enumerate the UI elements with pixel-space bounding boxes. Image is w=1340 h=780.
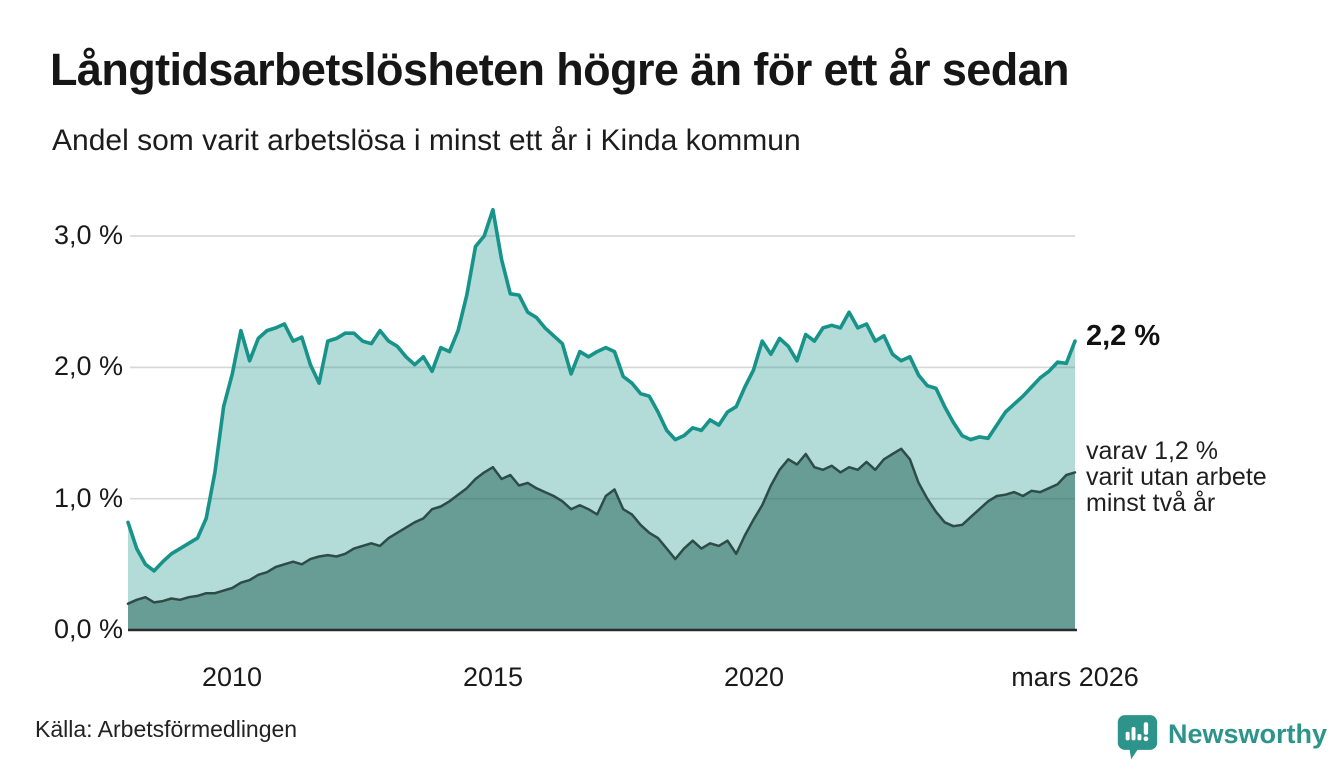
annotation-line-2: varit utan arbete [1086, 463, 1267, 491]
y-tick-label: 2,0 % [53, 351, 123, 382]
newsworthy-logo-icon [1117, 715, 1158, 760]
newsworthy-wordmark: Newsworthy [1167, 719, 1327, 749]
x-tick-label: 2010 [201, 662, 263, 692]
x-tick-label: 2015 [462, 662, 524, 692]
annotation-line-3: minst två år [1086, 489, 1216, 517]
newsworthy-brand-link[interactable]: Newsworthy [1117, 708, 1327, 770]
y-tick-label: 3,0 % [53, 220, 123, 250]
secondary-annotation: varav 1,2 % varit utan arbete minst två … [1086, 438, 1267, 516]
y-tick-label: 0,0 % [53, 614, 123, 644]
page-title: Långtidsarbetslösheten högre än för ett … [50, 44, 1070, 95]
chart-subtitle: Andel som varit arbetslösa i minst ett å… [52, 124, 801, 157]
x-tick-label: mars 2026 [1011, 662, 1139, 692]
source-credit: Källa: Arbetsförmedlingen [35, 716, 298, 742]
annotation-line-1: varav 1,2 % [1086, 437, 1219, 465]
end-value-label: 2,2 % [1086, 320, 1161, 352]
x-tick-label: 2020 [723, 662, 785, 692]
y-tick-label: 1,0 % [53, 482, 123, 513]
